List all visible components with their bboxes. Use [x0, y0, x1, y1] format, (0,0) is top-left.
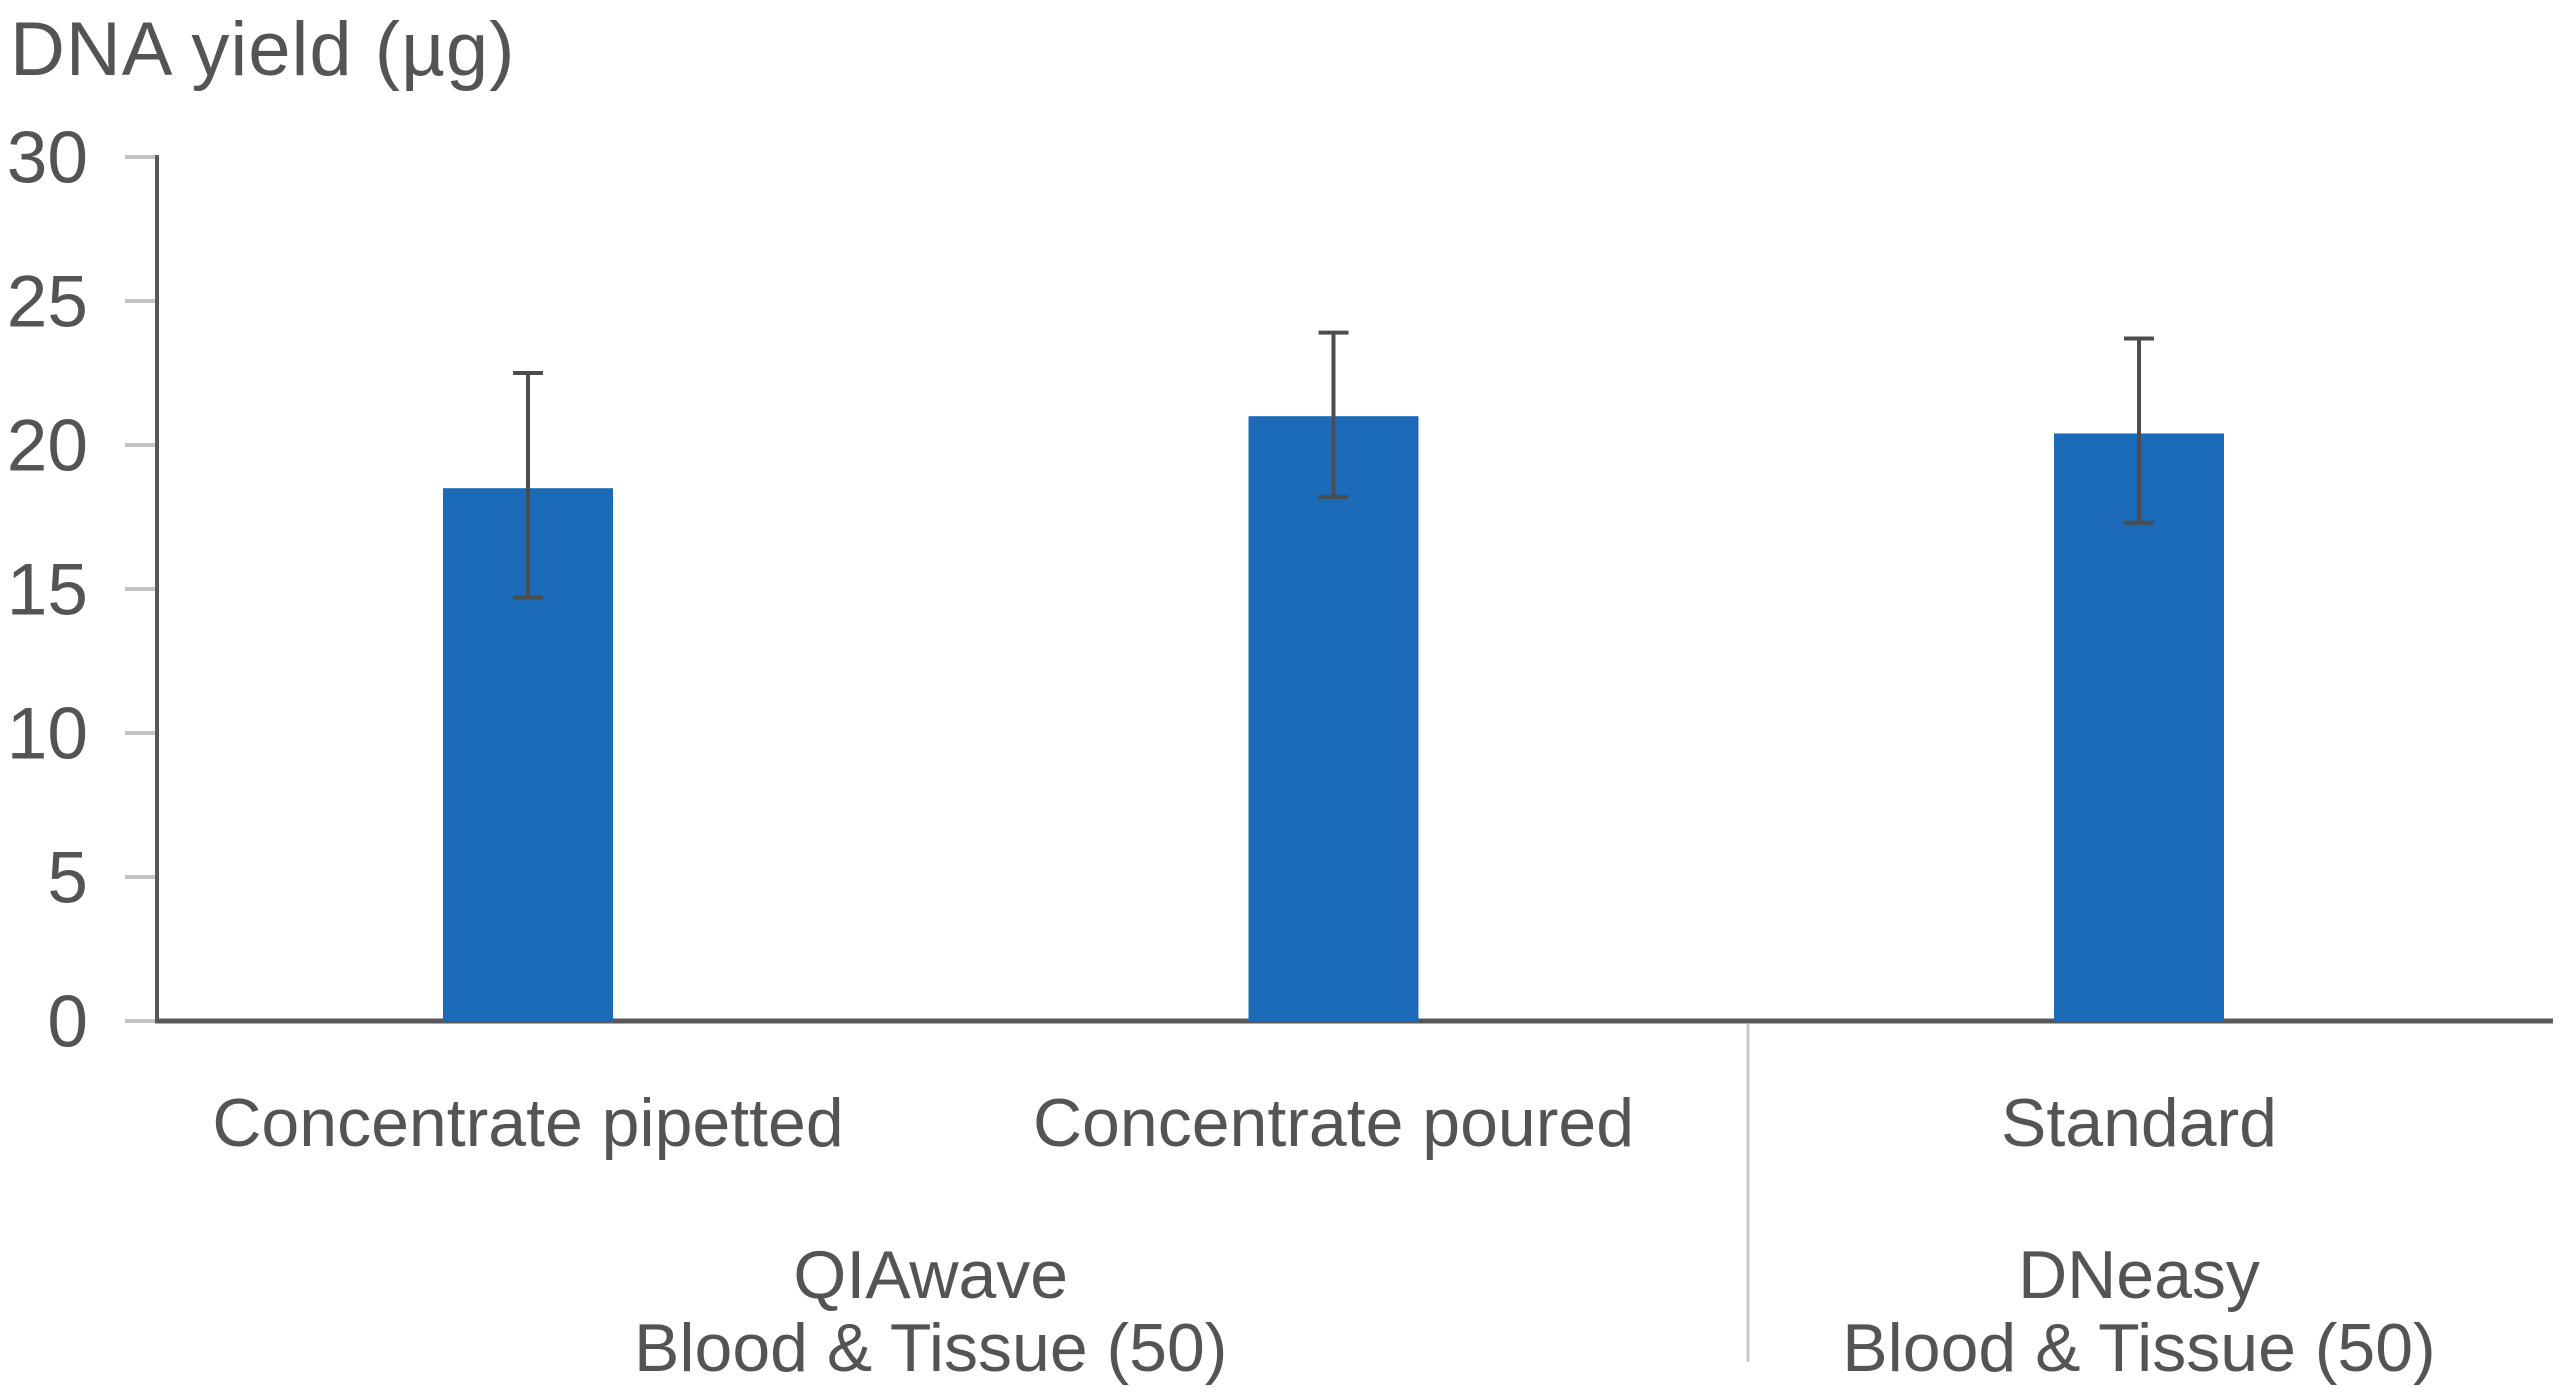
- y-tick-label: 25: [7, 262, 88, 343]
- group-label-qiawave-line2: Blood & Tissue (50): [634, 1310, 1227, 1386]
- group-label-dneasy-line1: DNeasy: [2018, 1237, 2260, 1313]
- y-tick-label: 5: [47, 838, 88, 919]
- group-label-qiawave-line1: QIAwave: [793, 1237, 1068, 1313]
- category-label-standard: Standard: [2001, 1085, 2277, 1161]
- category-label-concentrate-poured: Concentrate poured: [1033, 1085, 1634, 1161]
- bar-concentrate-poured: [1248, 416, 1419, 1021]
- y-tick-label: 30: [7, 118, 88, 199]
- bar-standard: [2054, 433, 2224, 1022]
- y-tick-label: 10: [7, 694, 88, 775]
- category-label-concentrate-pipetted: Concentrate pipetted: [212, 1085, 843, 1161]
- group-label-dneasy-line2: Blood & Tissue (50): [1842, 1310, 2435, 1386]
- y-tick-label: 20: [7, 406, 88, 487]
- chart-title: DNA yield (µg): [10, 7, 516, 92]
- y-tick-label: 15: [7, 550, 88, 631]
- y-tick-label: 0: [47, 982, 88, 1063]
